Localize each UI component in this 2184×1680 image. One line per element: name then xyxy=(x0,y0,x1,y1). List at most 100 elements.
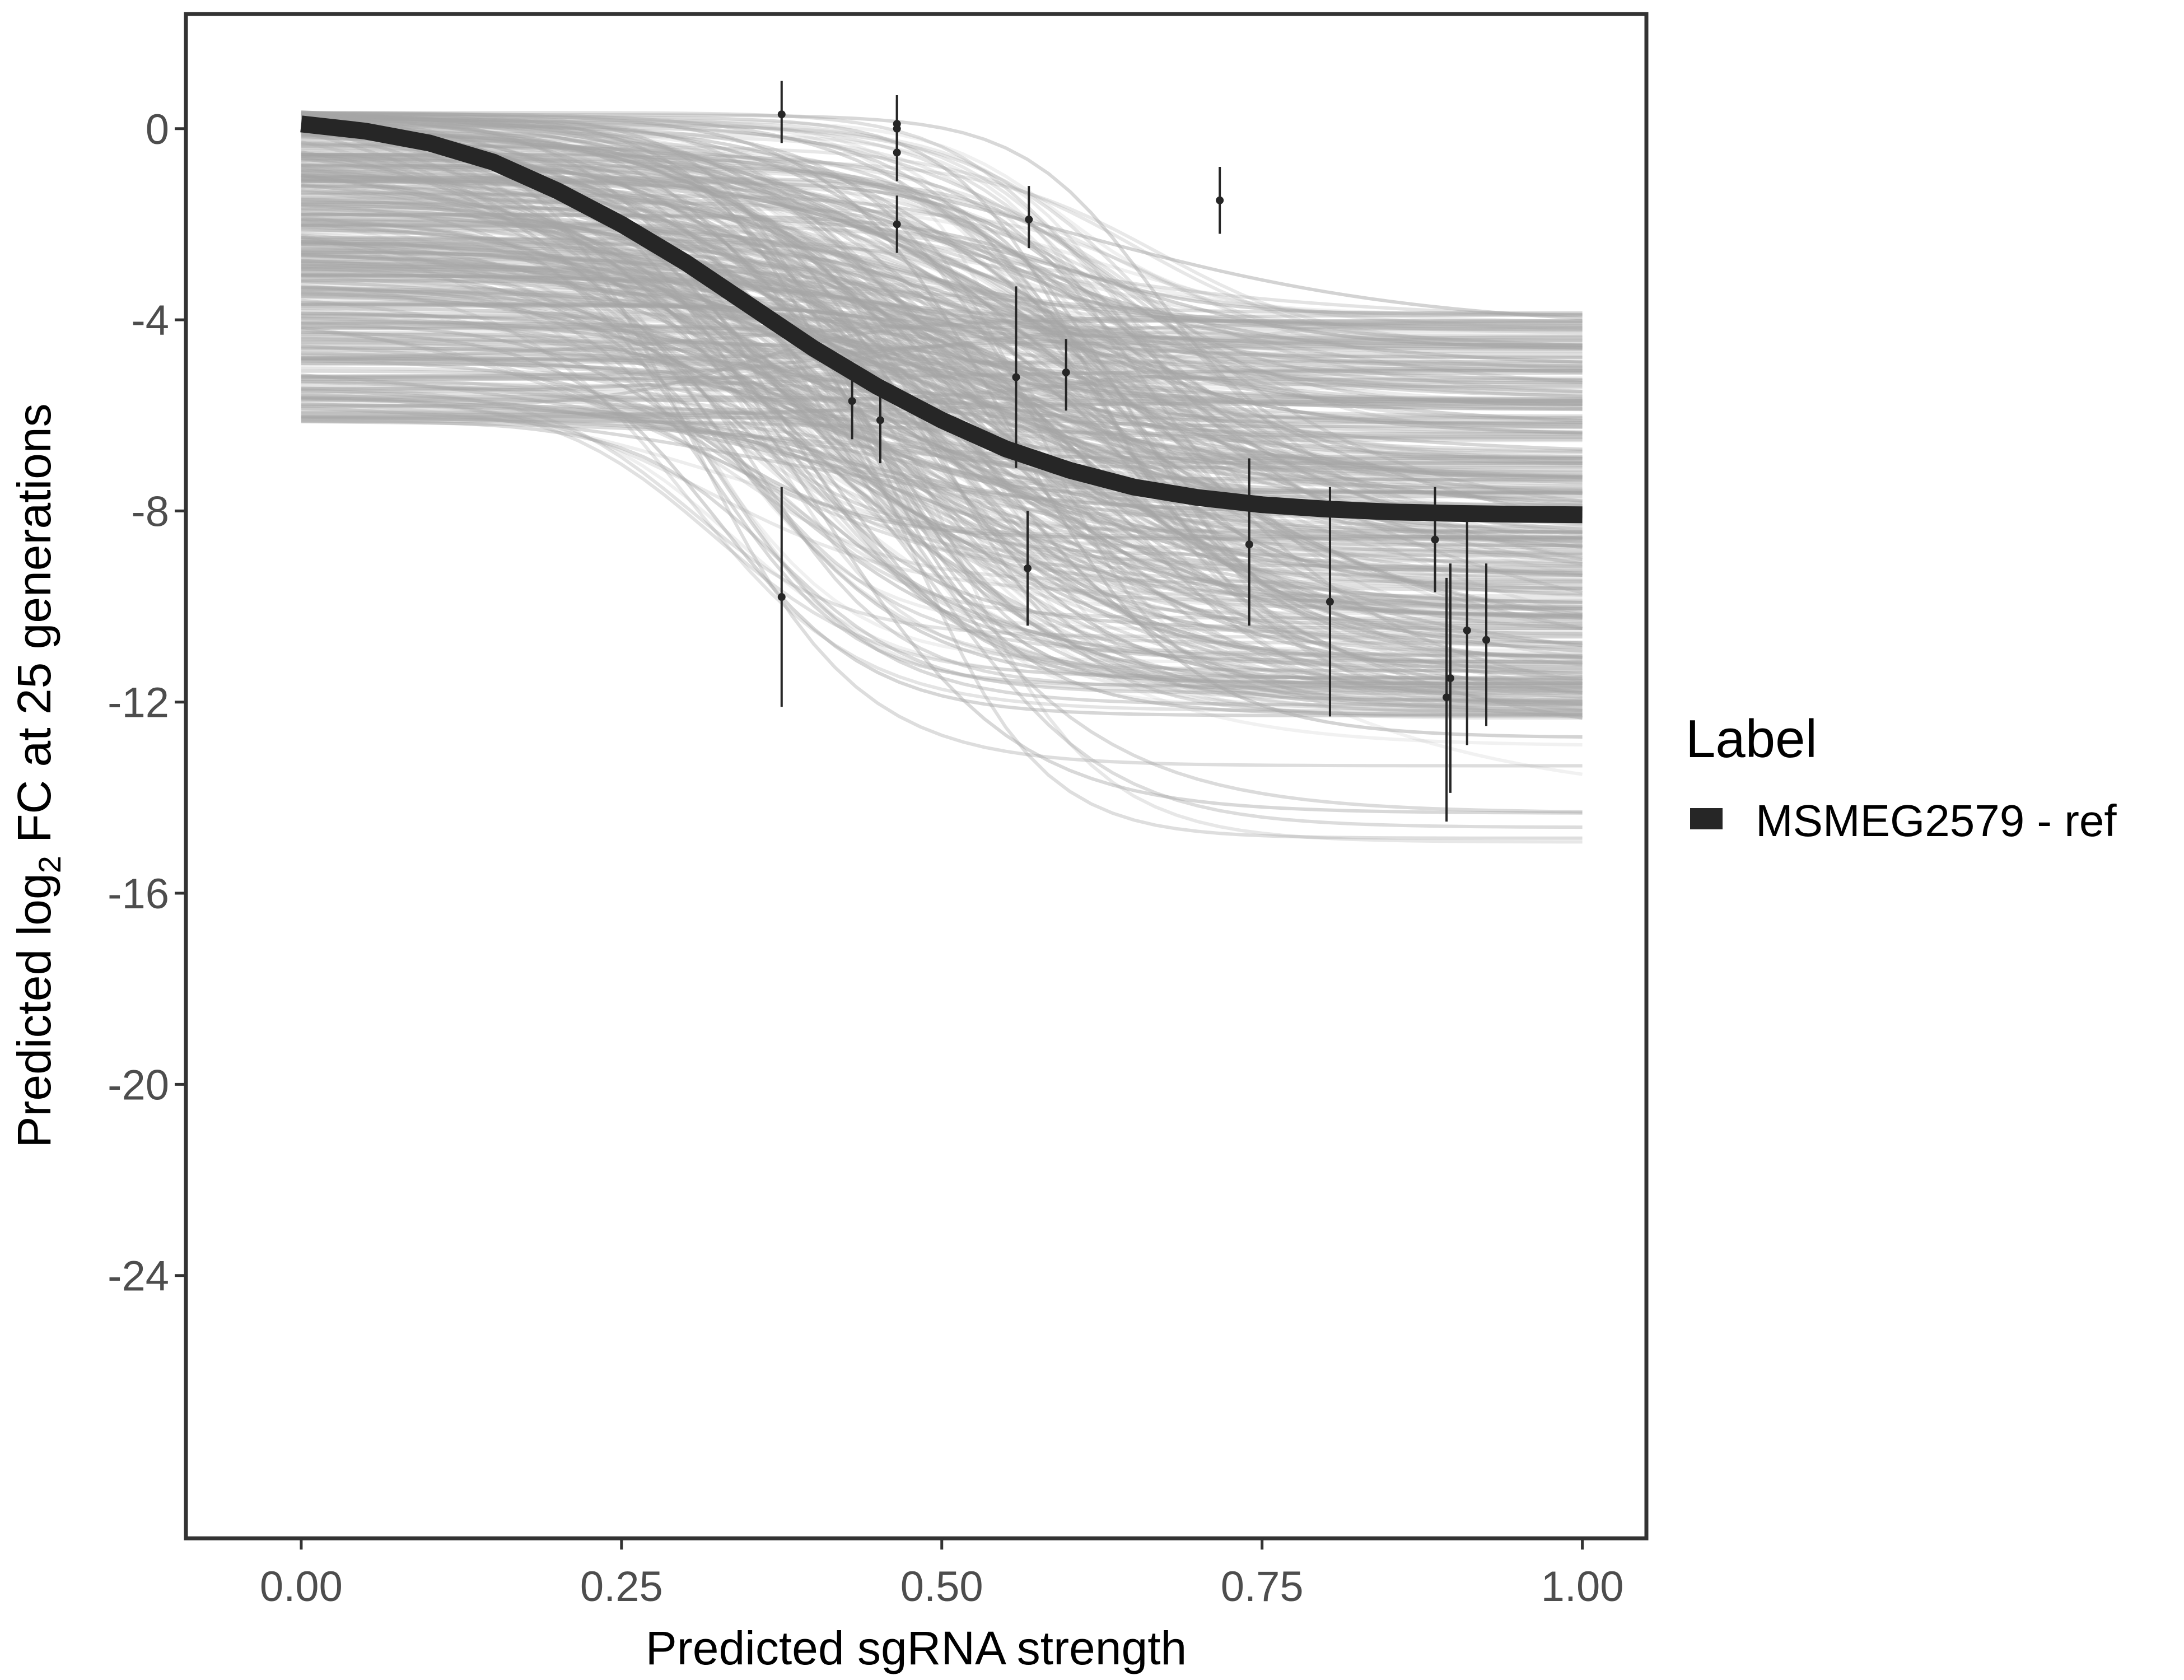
sample-curve xyxy=(301,359,1583,408)
sample-curve xyxy=(301,262,1583,373)
sample-curve xyxy=(301,212,1583,350)
sample-curve xyxy=(301,118,1583,460)
sample-curve xyxy=(301,353,1583,503)
sample-curve xyxy=(301,258,1583,490)
sample-curve xyxy=(301,118,1583,387)
sample-curve xyxy=(301,356,1583,403)
sample-curve xyxy=(301,142,1583,468)
sample-curve xyxy=(301,130,1583,659)
sample-curve xyxy=(301,395,1583,679)
sample-curve xyxy=(301,347,1583,372)
sample-curve xyxy=(301,150,1583,632)
x-tick-label: 0.50 xyxy=(900,1563,983,1611)
sample-curve xyxy=(301,375,1583,689)
sample-curve xyxy=(301,419,1583,468)
data-point-14 xyxy=(1326,598,1334,606)
sample-curve xyxy=(301,268,1583,412)
sample-curve xyxy=(301,340,1583,371)
sample-curve xyxy=(301,302,1583,534)
sample-curve xyxy=(301,129,1583,560)
sample-curve xyxy=(301,152,1583,426)
sample-curve xyxy=(301,159,1583,707)
sample-curve xyxy=(301,125,1583,630)
sample-curve xyxy=(301,261,1583,350)
sample-curve xyxy=(301,314,1583,459)
sample-curve xyxy=(301,331,1583,563)
sample-curve xyxy=(301,141,1583,675)
sample-curve xyxy=(301,323,1583,541)
sample-curve xyxy=(301,184,1583,534)
sample-curve xyxy=(301,240,1583,631)
sample-curve xyxy=(301,353,1583,478)
sample-curve xyxy=(301,412,1583,702)
sample-curve xyxy=(301,330,1583,407)
sample-curve xyxy=(301,114,1583,435)
sample-curve xyxy=(301,142,1583,455)
sample-curve xyxy=(301,114,1583,814)
sample-curve xyxy=(301,132,1583,686)
sample-curve xyxy=(301,329,1583,361)
sample-curve xyxy=(301,373,1583,543)
sample-curve xyxy=(301,259,1583,451)
sample-curve xyxy=(301,415,1583,647)
sample-curve xyxy=(301,334,1583,381)
sample-curve xyxy=(301,325,1583,331)
sample-curve xyxy=(301,304,1583,649)
sample-curve xyxy=(301,157,1583,347)
sample-curve xyxy=(301,132,1583,706)
sample-curve xyxy=(301,115,1583,708)
sample-curve xyxy=(301,288,1583,645)
x-axis-title: Predicted sgRNA strength xyxy=(646,1622,1187,1674)
sample-curve xyxy=(301,156,1583,465)
y-tick-label: -12 xyxy=(108,679,169,727)
data-point-12 xyxy=(1216,196,1224,204)
data-point-0 xyxy=(777,110,786,119)
sample-curve xyxy=(301,127,1583,575)
sample-curve xyxy=(301,271,1583,338)
sample-curve xyxy=(301,206,1583,539)
sample-curve xyxy=(301,358,1583,589)
sample-curve xyxy=(301,254,1583,720)
sample-curve xyxy=(301,356,1583,466)
sample-curve xyxy=(301,250,1583,360)
sample-curve xyxy=(301,154,1583,582)
sample-curve xyxy=(301,380,1583,620)
sample-curve xyxy=(301,362,1583,628)
sample-curve xyxy=(301,192,1583,547)
sample-curve xyxy=(301,133,1583,617)
sample-curve xyxy=(301,350,1583,548)
data-point-10 xyxy=(1025,215,1033,223)
sample-curve xyxy=(301,273,1583,340)
sample-curve xyxy=(301,213,1583,316)
sample-curve xyxy=(301,292,1583,370)
sample-curve xyxy=(301,338,1583,378)
sample-curve xyxy=(301,201,1583,356)
sample-curve xyxy=(301,325,1583,590)
sample-curve xyxy=(301,188,1583,657)
sample-curve xyxy=(301,315,1583,539)
sample-curve xyxy=(301,172,1583,394)
sample-curve xyxy=(301,397,1583,626)
x-tick-label: 0.25 xyxy=(580,1563,663,1611)
sample-curve xyxy=(301,246,1583,357)
legend-title: Label xyxy=(1686,709,1817,769)
sample-curve xyxy=(301,286,1583,427)
sample-curve xyxy=(301,185,1583,776)
sample-curve xyxy=(301,225,1583,328)
data-point-3 xyxy=(876,416,884,424)
y-tick-label: -16 xyxy=(108,870,169,918)
sample-curve xyxy=(301,119,1583,316)
sample-curve xyxy=(301,220,1583,328)
sample-curve xyxy=(301,326,1583,496)
plot-border xyxy=(184,12,1649,1541)
data-point-16 xyxy=(1443,693,1451,702)
sample-curve xyxy=(301,232,1583,548)
sample-curve xyxy=(301,178,1583,453)
sample-curve xyxy=(301,314,1583,323)
error-bars xyxy=(777,81,1491,822)
sample-curve xyxy=(301,111,1583,493)
sample-curve xyxy=(301,134,1583,406)
sample-curve xyxy=(301,400,1583,680)
data-point-15 xyxy=(1431,535,1439,544)
sample-curve xyxy=(301,218,1583,324)
